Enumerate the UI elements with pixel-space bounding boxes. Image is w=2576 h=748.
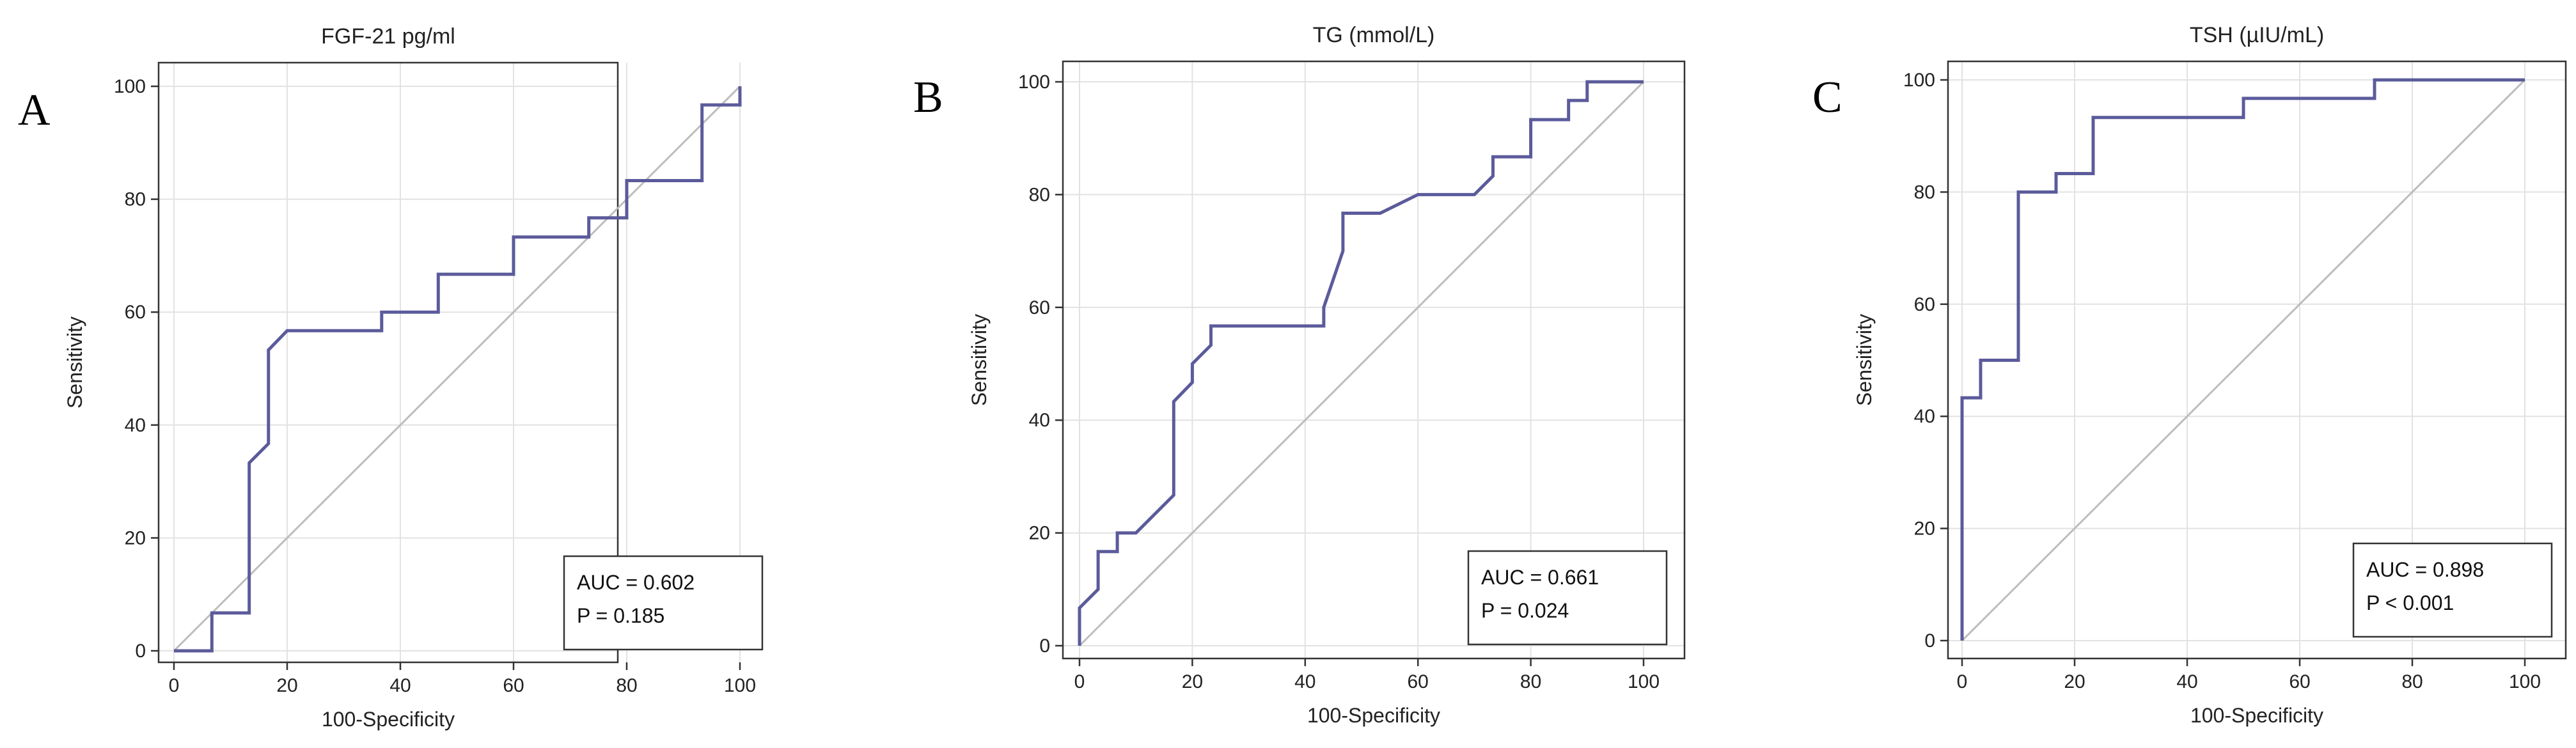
y-tick-label: 100 bbox=[114, 76, 146, 97]
x-tick-label: 20 bbox=[2064, 671, 2085, 692]
auc-annotation: AUC = 0.602 bbox=[577, 571, 695, 594]
x-tick-label: 100 bbox=[1628, 671, 1660, 692]
auc-annotation: AUC = 0.661 bbox=[1481, 566, 1599, 589]
x-tick-label: 20 bbox=[1182, 671, 1203, 692]
reference-diagonal-line bbox=[1961, 79, 2526, 642]
y-tick-label: 20 bbox=[125, 527, 146, 549]
x-tick-label: 100 bbox=[724, 675, 756, 696]
y-tick-label: 80 bbox=[125, 189, 146, 210]
x-tick-label: 40 bbox=[389, 675, 411, 696]
p-value-annotation: P < 0.001 bbox=[2366, 591, 2454, 614]
y-tick-label: 40 bbox=[1914, 406, 1935, 427]
y-tick-label: 100 bbox=[1903, 70, 1935, 91]
chart-title: TSH (µIU/mL) bbox=[2190, 23, 2324, 47]
roc-curve-line bbox=[1078, 80, 1644, 646]
roc-panel-a: 0 20 40 60 80 100 0 20 40 60 80 100 FGF-21 pg/ml 100-… bbox=[18, 24, 764, 731]
roc-curve-line bbox=[1960, 78, 2525, 641]
auc-annotation: AUC = 0.898 bbox=[2366, 558, 2484, 581]
roc-panel-c: 0 20 40 60 80 100 0 20 40 60 80 100 TSH (µIU/mL) 100-… bbox=[1812, 23, 2567, 727]
y-tick-label: 60 bbox=[125, 302, 146, 323]
panel-letter: A bbox=[18, 86, 51, 135]
y-tick-label: 80 bbox=[1029, 184, 1050, 205]
stats-legend-box bbox=[2352, 542, 2553, 638]
x-axis-label: 100-Specificity bbox=[322, 708, 455, 731]
y-tick-label: 80 bbox=[1914, 182, 1935, 203]
y-tick-label: 20 bbox=[1029, 523, 1050, 544]
x-tick-label: 60 bbox=[1408, 671, 1429, 692]
roc-panel-b: 0 20 40 60 80 100 0 20 40 60 80 100 TG (mmol/L) 100-S… bbox=[913, 23, 1686, 727]
x-tick-label: 80 bbox=[1520, 671, 1541, 692]
y-tick-label: 0 bbox=[1924, 630, 1935, 651]
reference-diagonal-line bbox=[1078, 81, 1645, 647]
y-tick-label: 0 bbox=[1039, 635, 1050, 657]
stats-legend-box bbox=[1467, 550, 1668, 646]
chart-title: FGF-21 pg/ml bbox=[321, 24, 455, 49]
x-tick-label: 100 bbox=[2509, 671, 2541, 692]
y-tick-label: 20 bbox=[1914, 518, 1935, 540]
plot-frame bbox=[157, 61, 619, 664]
x-tick-label: 40 bbox=[1294, 671, 1315, 692]
y-axis-label: Sensitivity bbox=[1853, 314, 1876, 406]
y-axis-label: Sensitivity bbox=[968, 314, 991, 406]
x-tick-label: 40 bbox=[2176, 671, 2197, 692]
chart-title: TG (mmol/L) bbox=[1313, 23, 1435, 47]
plot-frame bbox=[1947, 60, 2567, 660]
x-tick-label: 0 bbox=[1074, 671, 1085, 692]
p-value-annotation: P = 0.024 bbox=[1481, 599, 1569, 622]
x-tick-label: 20 bbox=[276, 675, 297, 696]
y-tick-label: 100 bbox=[1018, 72, 1050, 93]
stats-legend-box bbox=[563, 555, 764, 651]
x-tick-label: 0 bbox=[169, 675, 180, 696]
panel-letter: B bbox=[913, 73, 943, 122]
y-tick-label: 40 bbox=[1029, 410, 1050, 431]
x-axis-label: 100-Specificity bbox=[1307, 704, 1440, 727]
y-tick-label: 60 bbox=[1029, 297, 1050, 318]
x-axis-label: 100-Specificity bbox=[2190, 704, 2323, 727]
y-tick-label: 60 bbox=[1914, 294, 1935, 315]
x-tick-label: 60 bbox=[503, 675, 524, 696]
p-value-annotation: P = 0.185 bbox=[577, 604, 664, 627]
x-tick-label: 60 bbox=[2289, 671, 2310, 692]
plot-frame bbox=[1062, 60, 1686, 660]
x-tick-label: 0 bbox=[1957, 671, 1968, 692]
y-axis-label: Sensitivity bbox=[63, 316, 86, 409]
x-tick-label: 80 bbox=[616, 675, 637, 696]
panel-letter: C bbox=[1812, 73, 1842, 122]
roc-curve-line bbox=[174, 86, 742, 653]
y-tick-label: 40 bbox=[125, 415, 146, 436]
y-tick-label: 0 bbox=[135, 641, 146, 662]
x-tick-label: 80 bbox=[2401, 671, 2423, 692]
